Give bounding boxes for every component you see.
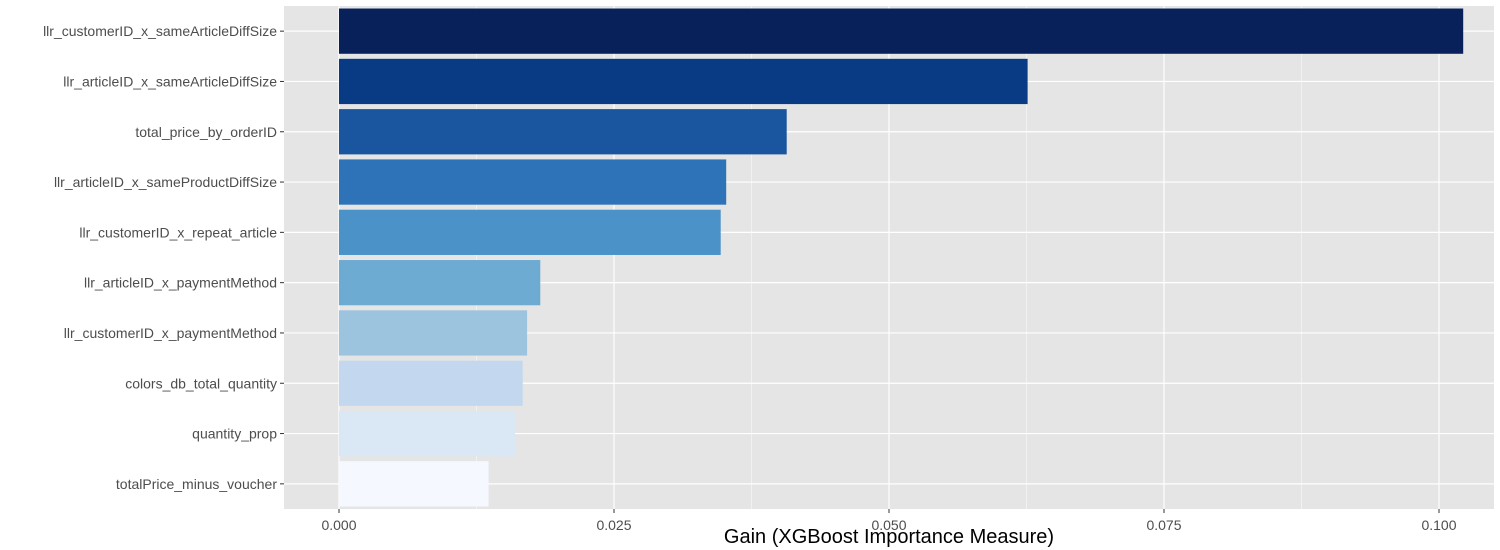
bar	[339, 410, 515, 457]
bar	[339, 109, 787, 155]
x-tick-label: 0.075	[1146, 517, 1181, 533]
bar	[339, 310, 528, 356]
y-tick-label: llr_articleID_x_sameArticleDiffSize	[63, 73, 277, 89]
x-tick-label: 0.050	[871, 517, 906, 533]
x-axis-title: Gain (XGBoost Importance Measure)	[724, 526, 1054, 548]
x-tick-label: 0.100	[1421, 517, 1456, 533]
y-tick-label: llr_articleID_x_sameProductDiffSize	[54, 174, 277, 190]
y-tick-label: totalPrice_minus_voucher	[116, 476, 277, 492]
x-tick-label: 0.025	[596, 517, 631, 533]
y-tick-label: quantity_prop	[192, 426, 277, 442]
bar	[339, 209, 721, 255]
y-axis: llr_customerID_x_sameArticleDiffSize llr_…	[43, 23, 284, 492]
y-tick-label: llr_articleID_x_paymentMethod	[84, 275, 277, 291]
bar	[339, 461, 489, 507]
bar	[339, 58, 1028, 105]
x-axis: 0.000 0.025 0.050 0.075 0.100	[321, 509, 1457, 533]
bar	[339, 8, 1464, 54]
y-tick-label: llr_customerID_x_paymentMethod	[64, 325, 277, 341]
bar	[339, 159, 727, 205]
bar	[339, 260, 541, 306]
y-tick-label: total_price_by_orderID	[135, 124, 277, 140]
bar	[339, 360, 523, 406]
y-tick-label: colors_db_total_quantity	[125, 375, 277, 391]
x-tick-label: 0.000	[321, 517, 356, 533]
y-tick-label: llr_customerID_x_sameArticleDiffSize	[43, 23, 277, 39]
bar-group	[339, 8, 1464, 507]
y-tick-label: llr_customerID_x_repeat_article	[79, 224, 277, 240]
